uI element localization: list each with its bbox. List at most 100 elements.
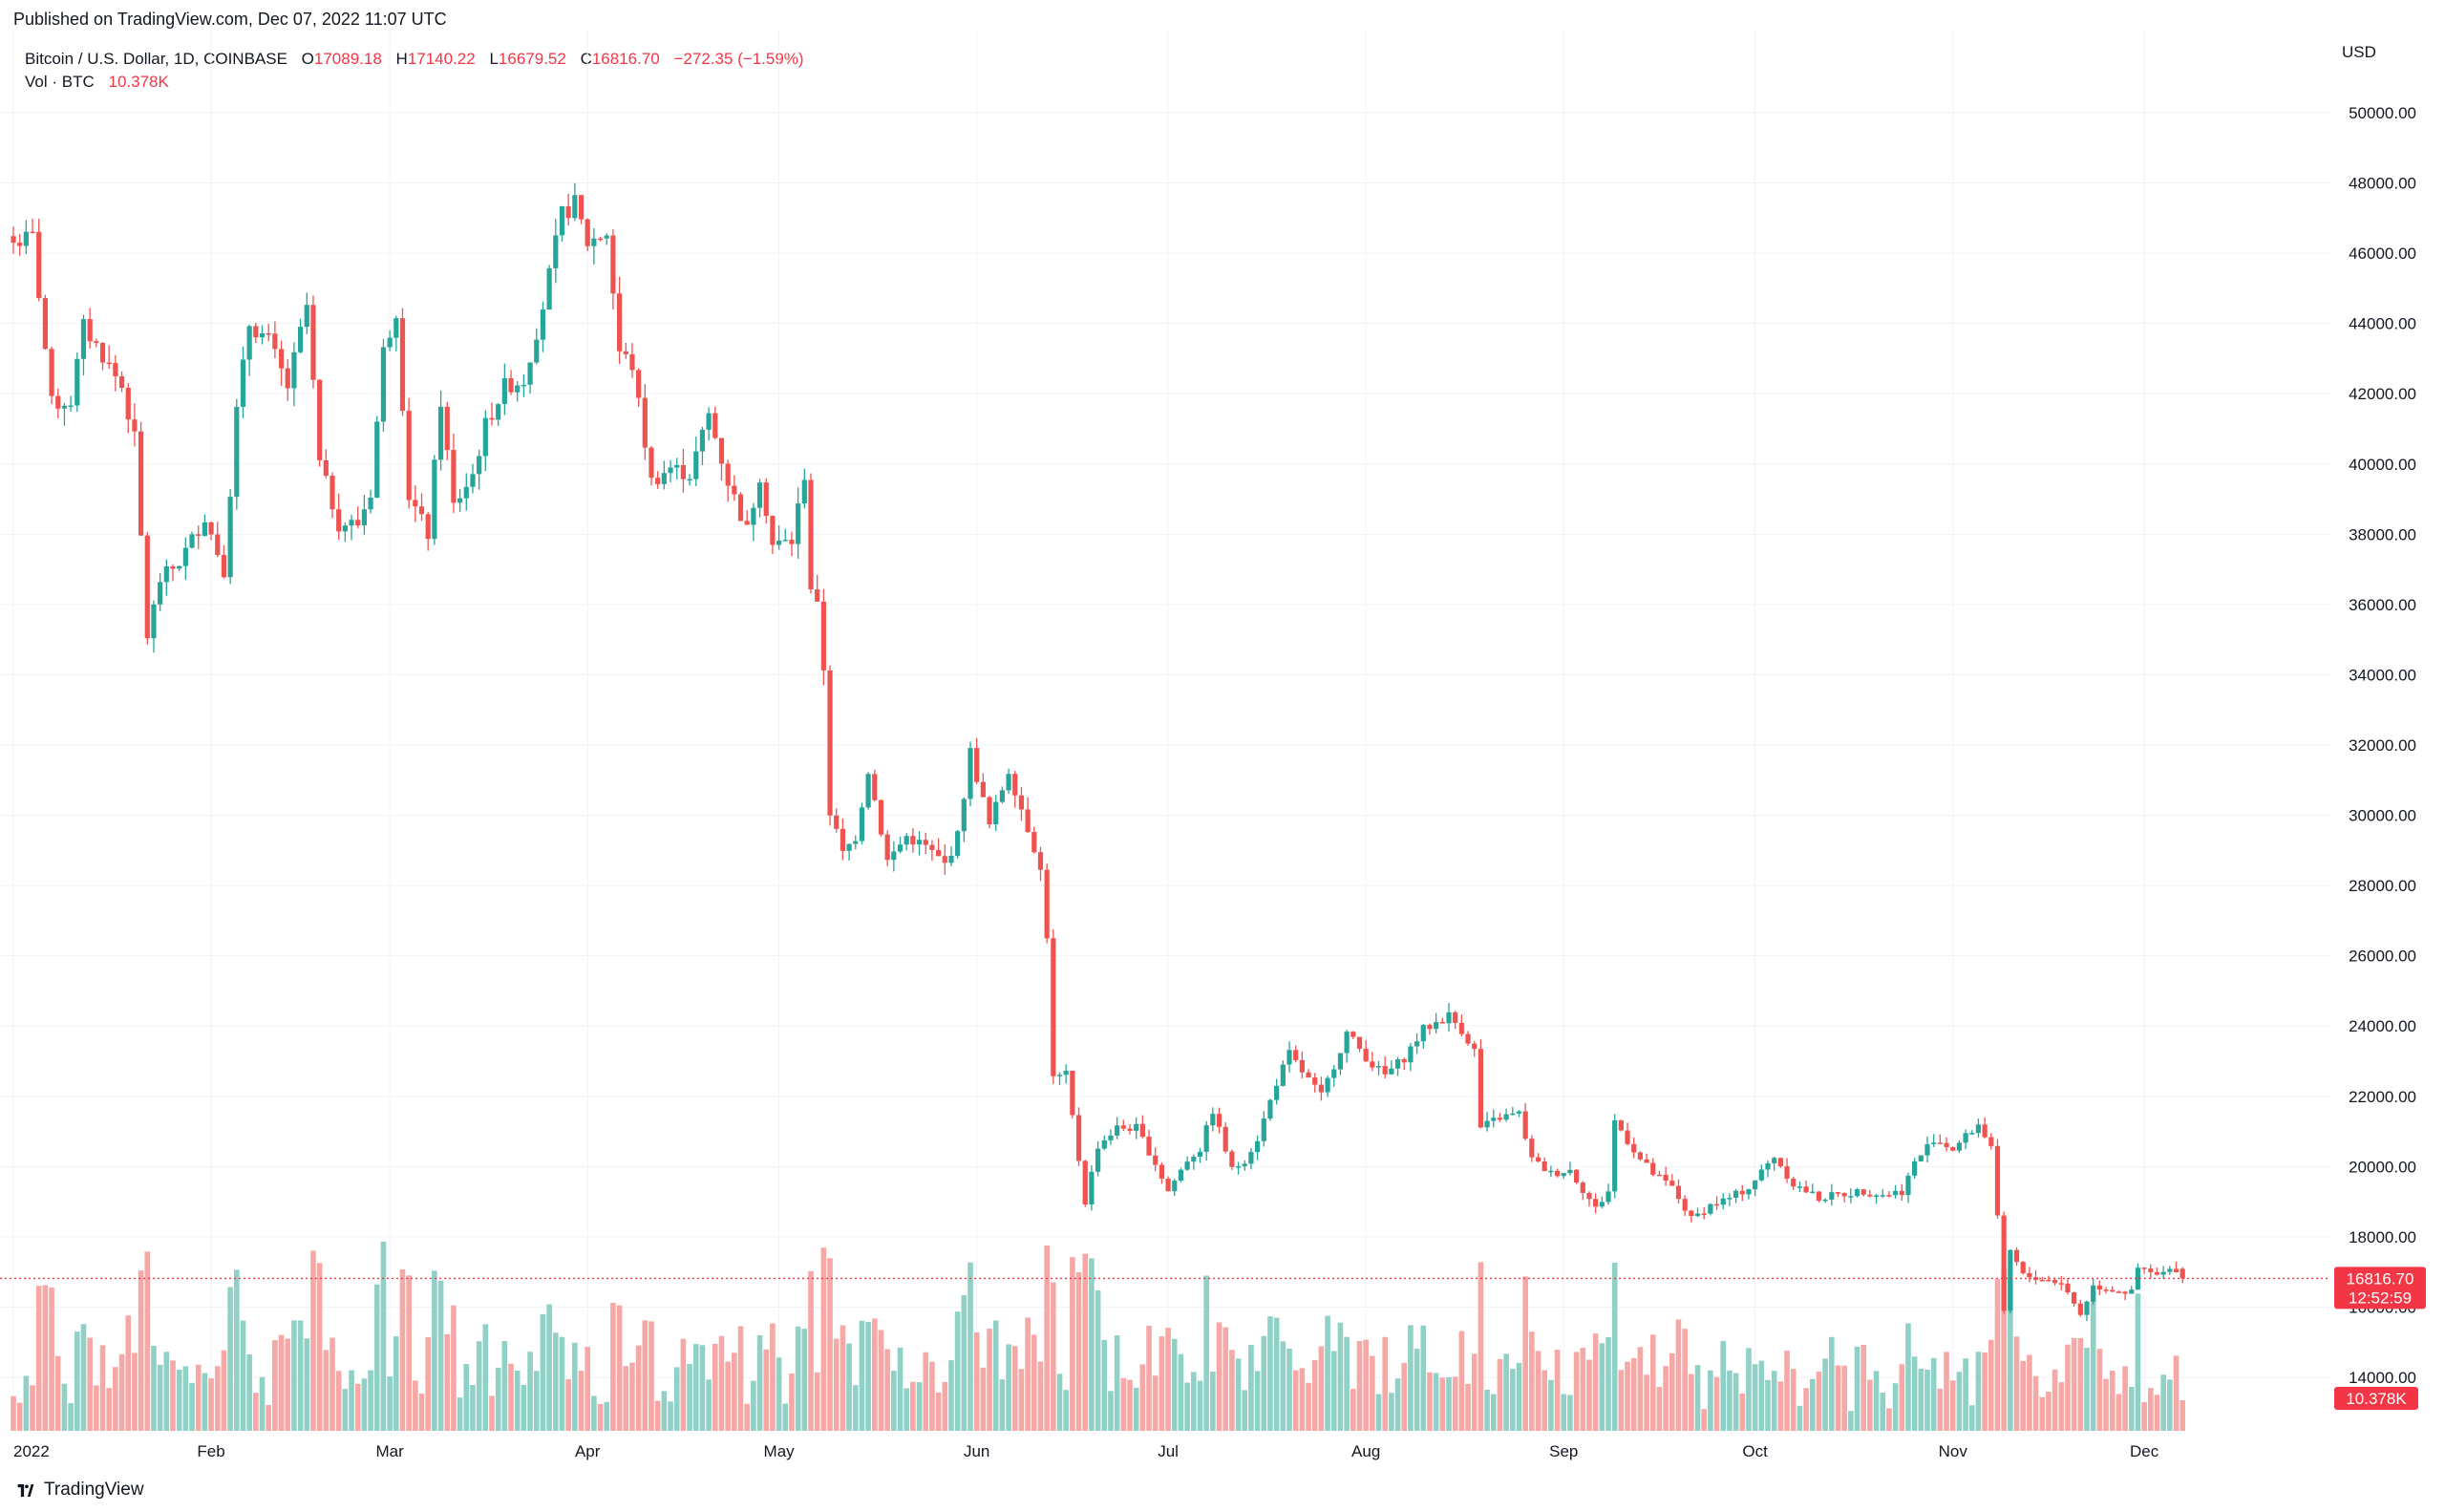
volume-bar <box>2160 1374 2166 1431</box>
volume-bar <box>1637 1347 1644 1431</box>
candle-body <box>955 831 961 856</box>
volume-bar <box>1988 1339 1994 1431</box>
candle-body <box>1134 1123 1139 1131</box>
volume-row: Vol · BTC 10.378K <box>25 71 804 94</box>
open-value: 17089.18 <box>313 50 382 68</box>
volume-bar <box>49 1287 54 1431</box>
candle-body <box>413 500 418 507</box>
candle-body <box>87 319 93 342</box>
volume-bar <box>591 1395 597 1431</box>
candle-body <box>1031 832 1037 853</box>
volume-bar <box>756 1334 763 1431</box>
candle-body <box>936 849 942 857</box>
volume-bar <box>1337 1322 1344 1431</box>
candle-body <box>1101 1139 1107 1149</box>
volume-bar <box>1924 1369 1930 1431</box>
volume-bar <box>61 1383 68 1431</box>
price-axis: 14000.0016000.0018000.0020000.0022000.00… <box>2349 104 2416 1387</box>
candle-body <box>540 309 546 340</box>
candle-body <box>1720 1198 1726 1205</box>
volume-bar <box>1835 1365 1841 1431</box>
volume-bar <box>1420 1325 1427 1431</box>
volume-bar <box>737 1326 744 1431</box>
candle-body <box>1650 1162 1656 1175</box>
volume-bar <box>1344 1336 1350 1431</box>
candle-body <box>1810 1191 1816 1194</box>
volume-bar <box>1120 1377 1127 1431</box>
candle-body <box>132 419 138 432</box>
footer-brand[interactable]: TradingView <box>15 1480 144 1501</box>
volume-bar <box>1522 1276 1528 1431</box>
brand-name: TradingView <box>44 1480 144 1500</box>
candle-body <box>202 522 207 536</box>
candle-body <box>553 235 559 268</box>
candle-body <box>1051 938 1056 1076</box>
candle-body <box>1363 1049 1369 1062</box>
volume-bar <box>776 1357 782 1431</box>
volume-bar <box>718 1335 725 1431</box>
candle-body <box>1777 1158 1783 1167</box>
candle-body <box>1689 1210 1694 1217</box>
volume-bar <box>42 1285 49 1431</box>
candle-body <box>1203 1125 1209 1152</box>
candle-body <box>1427 1025 1433 1030</box>
candle-body <box>2013 1249 2020 1263</box>
volume-bar <box>1949 1380 1956 1431</box>
candle-body <box>699 429 706 452</box>
volume-bar <box>176 1370 182 1431</box>
volume-bar <box>648 1321 654 1431</box>
candle-body <box>342 525 348 532</box>
volume-bar <box>2135 1293 2141 1431</box>
candle-body <box>1331 1069 1337 1078</box>
candle-body <box>272 333 278 350</box>
candle-body <box>1944 1142 1949 1147</box>
volume-bar <box>335 1371 342 1431</box>
volume-bar <box>827 1258 833 1431</box>
candle-body <box>99 343 106 363</box>
candle-body <box>1535 1157 1541 1161</box>
volume-value: 10.378K <box>108 73 169 91</box>
candle-body <box>1503 1114 1509 1120</box>
volume-bar <box>1975 1352 1982 1431</box>
candle-body <box>629 353 635 371</box>
candle-body <box>776 540 782 545</box>
volume-bar <box>2179 1400 2185 1431</box>
candle-body <box>259 332 266 338</box>
candle-body <box>1089 1171 1095 1204</box>
candle-body <box>617 293 623 351</box>
volume-bar <box>106 1388 112 1431</box>
candle-body <box>1267 1099 1273 1119</box>
candle-body <box>1988 1137 1994 1146</box>
y-tick-label: 22000.00 <box>2349 1088 2416 1106</box>
volume-bar <box>770 1323 776 1431</box>
candle-body <box>2008 1249 2013 1311</box>
volume-bar <box>125 1315 132 1431</box>
volume-bar <box>923 1352 929 1431</box>
candle-body <box>215 534 221 556</box>
volume-bar <box>1063 1390 1069 1431</box>
y-tick-label: 44000.00 <box>2349 315 2416 333</box>
volume-bar <box>942 1381 948 1431</box>
candle-body <box>948 855 954 863</box>
candle-body <box>355 520 361 526</box>
volume-bar <box>2128 1386 2135 1431</box>
candle-body <box>1382 1066 1388 1075</box>
volume-bar <box>1873 1371 1880 1431</box>
volume-bar <box>221 1350 227 1431</box>
volume-bar <box>654 1400 661 1431</box>
volume-bar <box>1944 1352 1949 1431</box>
high-value: 17140.22 <box>407 50 476 68</box>
volume-bar <box>642 1320 648 1431</box>
candle-body <box>1408 1046 1414 1063</box>
volume-bar <box>891 1371 897 1431</box>
volume-bar <box>1573 1352 1580 1431</box>
candle-body <box>2096 1285 2102 1290</box>
candle-body <box>846 843 852 851</box>
volume-bar <box>1311 1359 1318 1431</box>
candle-body <box>1401 1059 1407 1063</box>
volume-bar <box>1535 1351 1541 1431</box>
volume-bar <box>2027 1354 2032 1431</box>
candle-body <box>1924 1143 1930 1156</box>
candle-body <box>744 521 750 525</box>
